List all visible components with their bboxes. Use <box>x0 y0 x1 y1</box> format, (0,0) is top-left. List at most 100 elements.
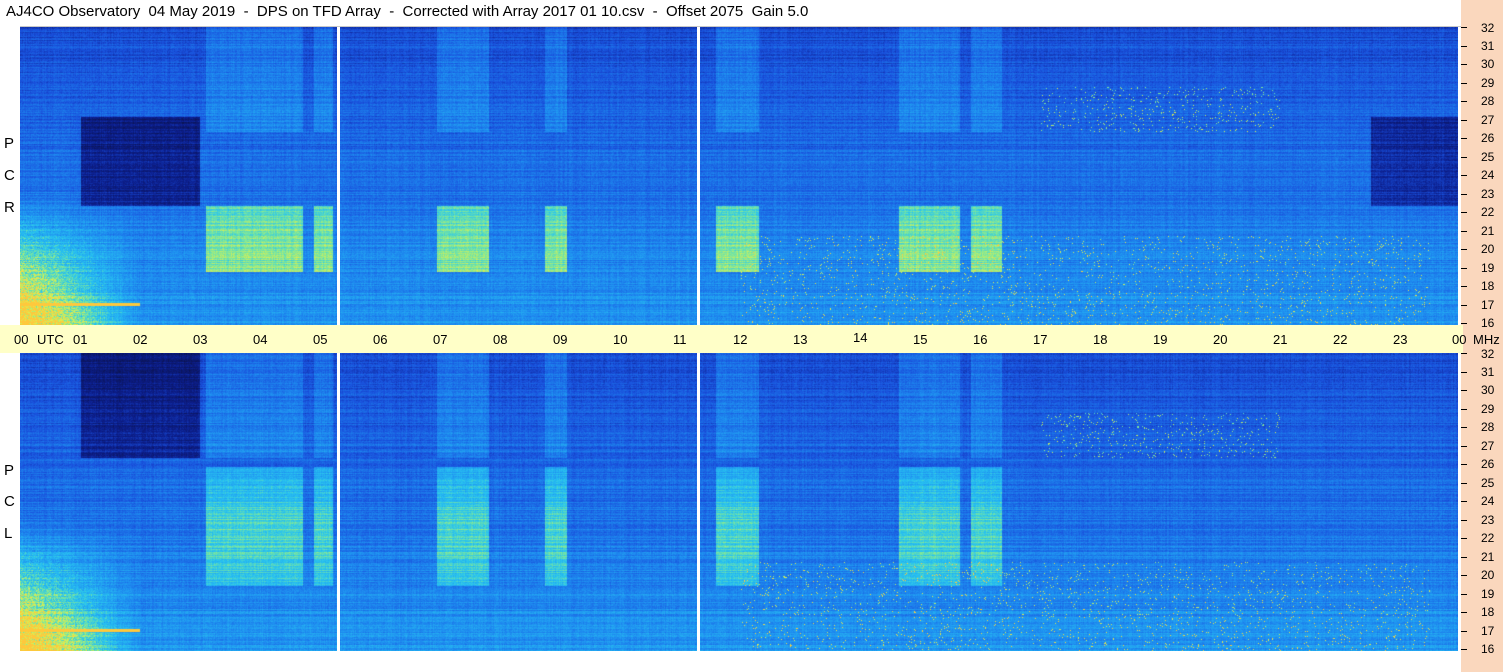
rcp-letter-c: C <box>4 167 15 184</box>
rcp-spectrogram <box>20 27 1458 325</box>
frequency-label: 22 <box>1481 531 1495 545</box>
time-tick-label: 22 <box>1333 332 1348 347</box>
frequency-tick <box>1461 194 1467 195</box>
time-tick-label: 07 <box>433 332 448 347</box>
frequency-label: 25 <box>1481 150 1495 164</box>
frequency-tick <box>1461 649 1467 650</box>
lcp-letter-p: P <box>4 462 15 479</box>
time-tick-label: 11 <box>673 332 687 347</box>
time-tick-label: 00 <box>14 332 29 347</box>
frequency-tick <box>1461 64 1467 65</box>
frequency-label: 23 <box>1481 187 1495 201</box>
frequency-label: 30 <box>1481 57 1495 71</box>
frequency-tick <box>1461 323 1467 324</box>
time-tick-label: 19 <box>1153 332 1168 347</box>
frequency-tick <box>1461 120 1467 121</box>
frequency-tick <box>1461 305 1467 306</box>
time-tick-label: UTC <box>37 332 64 347</box>
frequency-label: 31 <box>1481 39 1495 53</box>
frequency-tick <box>1461 520 1467 521</box>
frequency-tick <box>1461 212 1467 213</box>
data-gap-line <box>697 353 700 651</box>
rcp-letter-p: R <box>4 199 15 216</box>
time-tick-label: 23 <box>1393 332 1408 347</box>
frequency-tick <box>1461 372 1467 373</box>
time-tick-label: 02 <box>133 332 148 347</box>
frequency-label: 19 <box>1481 261 1495 275</box>
time-tick-label: 15 <box>913 332 928 347</box>
frequency-tick <box>1461 464 1467 465</box>
time-tick-label: 10 <box>613 332 628 347</box>
frequency-axis-strip <box>1461 0 1503 672</box>
time-tick-label: 12 <box>733 332 748 347</box>
time-tick-label: 00 <box>1452 332 1467 347</box>
time-tick-label: 05 <box>313 332 328 347</box>
frequency-label: 32 <box>1481 347 1495 361</box>
lcp-heatmap-canvas <box>20 353 1458 651</box>
frequency-tick <box>1461 157 1467 158</box>
chart-title: AJ4CO Observatory 04 May 2019 - DPS on T… <box>6 3 809 20</box>
frequency-label: 28 <box>1481 94 1495 108</box>
frequency-tick <box>1461 594 1467 595</box>
frequency-tick <box>1461 557 1467 558</box>
frequency-label: 20 <box>1481 242 1495 256</box>
frequency-label: 25 <box>1481 476 1495 490</box>
frequency-label: 27 <box>1481 439 1495 453</box>
frequency-tick <box>1461 249 1467 250</box>
frequency-label: 26 <box>1481 131 1495 145</box>
time-tick-label: 04 <box>253 332 268 347</box>
time-tick-label: 14 <box>853 330 868 345</box>
lcp-letter-l: L <box>4 525 13 542</box>
time-tick-label: 20 <box>1213 332 1228 347</box>
frequency-tick <box>1461 409 1467 410</box>
frequency-label: 18 <box>1481 279 1495 293</box>
lcp-spectrogram <box>20 353 1458 651</box>
frequency-tick <box>1461 446 1467 447</box>
frequency-label: 20 <box>1481 568 1495 582</box>
frequency-tick <box>1461 501 1467 502</box>
frequency-label: 24 <box>1481 494 1495 508</box>
time-tick-label: 18 <box>1093 332 1108 347</box>
time-tick-label: 21 <box>1273 332 1288 347</box>
frequency-label: 17 <box>1481 298 1495 312</box>
frequency-label: 17 <box>1481 624 1495 638</box>
frequency-label: 18 <box>1481 605 1495 619</box>
frequency-label: 27 <box>1481 113 1495 127</box>
frequency-tick <box>1461 175 1467 176</box>
data-gap-line <box>697 27 700 325</box>
frequency-tick <box>1461 612 1467 613</box>
frequency-tick <box>1461 390 1467 391</box>
rcp-heatmap-canvas <box>20 27 1458 325</box>
frequency-tick <box>1461 631 1467 632</box>
frequency-tick <box>1461 353 1467 354</box>
frequency-label: 16 <box>1481 316 1495 330</box>
frequency-label: 21 <box>1481 550 1495 564</box>
time-tick-label: MHz <box>1473 332 1500 347</box>
time-tick-label: 16 <box>973 332 988 347</box>
frequency-tick <box>1461 575 1467 576</box>
frequency-tick <box>1461 46 1467 47</box>
frequency-tick <box>1461 231 1467 232</box>
frequency-tick <box>1461 427 1467 428</box>
frequency-label: 24 <box>1481 168 1495 182</box>
time-tick-label: 06 <box>373 332 388 347</box>
time-tick-label: 13 <box>793 332 808 347</box>
frequency-label: 23 <box>1481 513 1495 527</box>
frequency-label: 29 <box>1481 402 1495 416</box>
frequency-tick <box>1461 27 1467 28</box>
frequency-label: 28 <box>1481 420 1495 434</box>
frequency-tick <box>1461 83 1467 84</box>
frequency-label: 26 <box>1481 457 1495 471</box>
frequency-label: 32 <box>1481 21 1495 35</box>
title-bar: AJ4CO Observatory 04 May 2019 - DPS on T… <box>0 0 1461 27</box>
frequency-tick <box>1461 268 1467 269</box>
frequency-label: 19 <box>1481 587 1495 601</box>
frequency-label: 16 <box>1481 642 1495 656</box>
frequency-tick <box>1461 483 1467 484</box>
frequency-label: 31 <box>1481 365 1495 379</box>
time-tick-label: 08 <box>493 332 508 347</box>
utc-time-axis: 00 UTC 01 02 03 04 05 06 07 08 09 10 11 12 13 14 15 16 17 1… <box>0 325 1500 353</box>
rcp-letter-r: P <box>4 135 15 152</box>
time-tick-label: 09 <box>553 332 568 347</box>
frequency-label: 21 <box>1481 224 1495 238</box>
